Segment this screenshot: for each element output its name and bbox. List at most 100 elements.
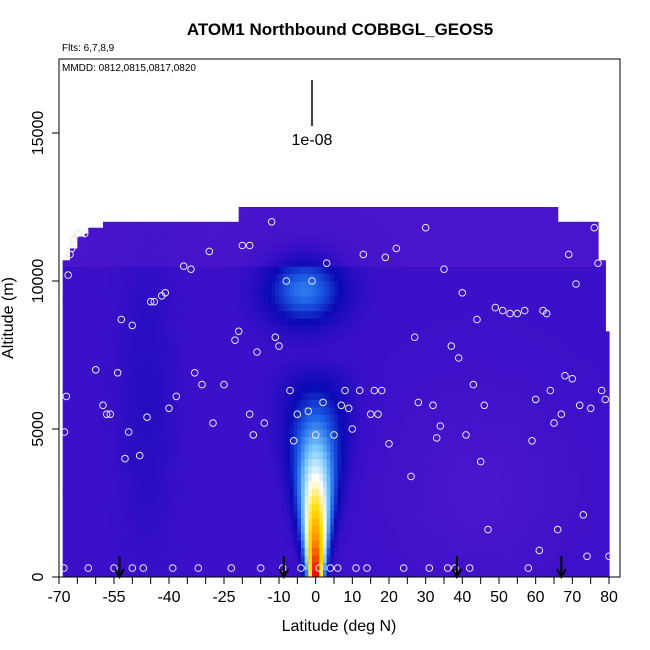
heatmap-cell xyxy=(176,340,181,349)
heatmap-cell xyxy=(315,406,320,415)
heatmap-cell xyxy=(114,562,119,571)
heatmap-cell xyxy=(95,517,100,526)
heatmap-cell xyxy=(403,547,408,556)
heatmap-cell xyxy=(194,332,199,341)
heatmap-cell xyxy=(224,221,229,230)
heatmap-cell xyxy=(88,266,93,275)
heatmap-cell xyxy=(374,569,379,577)
heatmap-cell xyxy=(110,473,115,482)
heatmap-cell xyxy=(154,340,159,349)
heatmap-cell xyxy=(161,436,166,445)
heatmap-cell xyxy=(220,362,225,371)
heatmap-cell xyxy=(301,429,306,437)
heatmap-cell xyxy=(161,562,166,571)
heatmap-cell xyxy=(297,325,302,334)
heatmap-cell xyxy=(260,532,265,541)
heatmap-cell xyxy=(301,355,306,363)
heatmap-cell xyxy=(180,251,185,260)
heatmap-cell xyxy=(198,295,203,304)
heatmap-cell xyxy=(363,369,368,378)
heatmap-cell xyxy=(158,429,163,437)
heatmap-cell xyxy=(139,436,144,445)
heatmap-cell xyxy=(81,295,86,304)
heatmap-cell xyxy=(117,451,122,460)
heatmap-cell xyxy=(249,332,254,341)
heatmap-cell xyxy=(323,236,328,245)
heatmap-cell xyxy=(356,340,361,349)
heatmap-cell xyxy=(139,318,144,326)
heatmap-cell xyxy=(220,480,225,489)
heatmap-cell xyxy=(92,227,97,230)
heatmap-cell xyxy=(110,488,115,497)
heatmap-cell xyxy=(81,347,86,356)
heatmap-cell xyxy=(275,258,280,267)
heatmap-cell xyxy=(165,295,170,304)
heatmap-cell xyxy=(407,406,412,415)
heatmap-cell xyxy=(253,207,258,215)
heatmap-cell xyxy=(92,510,97,519)
heatmap-cell xyxy=(77,540,82,548)
heatmap-cell xyxy=(216,399,221,408)
heatmap-cell xyxy=(202,554,207,563)
heatmap-cell xyxy=(323,303,328,312)
heatmap-cell xyxy=(209,266,214,275)
heatmap-cell xyxy=(81,288,86,297)
heatmap-cell xyxy=(348,517,353,526)
heatmap-cell xyxy=(297,554,302,563)
heatmap-cell xyxy=(106,443,111,452)
heatmap-cell xyxy=(81,562,86,571)
heatmap-cell xyxy=(297,414,302,423)
heatmap-cell xyxy=(125,503,130,511)
heatmap-cell xyxy=(275,251,280,260)
heatmap-cell xyxy=(286,295,291,304)
heatmap-cell xyxy=(297,399,302,408)
heatmap-cell xyxy=(84,547,89,556)
heatmap-cell xyxy=(136,318,141,326)
heatmap-cell xyxy=(213,554,218,563)
heatmap-cell xyxy=(103,288,108,297)
heatmap-cell xyxy=(66,332,71,341)
heatmap-cell xyxy=(92,340,97,349)
heatmap-cell xyxy=(323,310,328,319)
heatmap-cell xyxy=(73,562,78,571)
heatmap-cell xyxy=(136,562,141,571)
heatmap-cell xyxy=(330,207,335,215)
heatmap-cell xyxy=(235,443,240,452)
heatmap-cell xyxy=(312,480,317,489)
heatmap-cell xyxy=(216,288,221,297)
heatmap-cell xyxy=(286,251,291,260)
heatmap-cell xyxy=(411,510,416,519)
heatmap-cell xyxy=(396,436,401,445)
heatmap-cell xyxy=(161,406,166,415)
heatmap-cell xyxy=(396,480,401,489)
heatmap-cell xyxy=(282,488,287,497)
heatmap-cell xyxy=(374,303,379,312)
heatmap-cell xyxy=(363,436,368,445)
heatmap-cell xyxy=(238,251,243,260)
heatmap-cell xyxy=(286,480,291,489)
heatmap-cell xyxy=(121,369,126,378)
heatmap-cell xyxy=(279,295,284,304)
heatmap-cell xyxy=(66,569,71,577)
heatmap-cell xyxy=(304,251,309,260)
heatmap-cell xyxy=(143,554,148,563)
heatmap-cell xyxy=(326,392,331,400)
heatmap-cell xyxy=(191,503,196,511)
heatmap-cell xyxy=(264,399,269,408)
heatmap-cell xyxy=(220,392,225,400)
heatmap-cell xyxy=(290,436,295,445)
heatmap-cell xyxy=(374,362,379,371)
heatmap-cell xyxy=(180,377,185,386)
heatmap-cell xyxy=(253,310,258,319)
heatmap-cell xyxy=(425,355,430,363)
heatmap-cell xyxy=(378,392,383,400)
heatmap-cell xyxy=(367,510,372,519)
heatmap-cell xyxy=(165,517,170,526)
heatmap-cell xyxy=(411,562,416,571)
heatmap-cell xyxy=(84,562,89,571)
heatmap-cell xyxy=(308,295,313,304)
heatmap-cell xyxy=(425,310,430,319)
heatmap-cell xyxy=(345,229,350,238)
heatmap-cell xyxy=(128,258,133,267)
heatmap-cell xyxy=(205,384,210,393)
